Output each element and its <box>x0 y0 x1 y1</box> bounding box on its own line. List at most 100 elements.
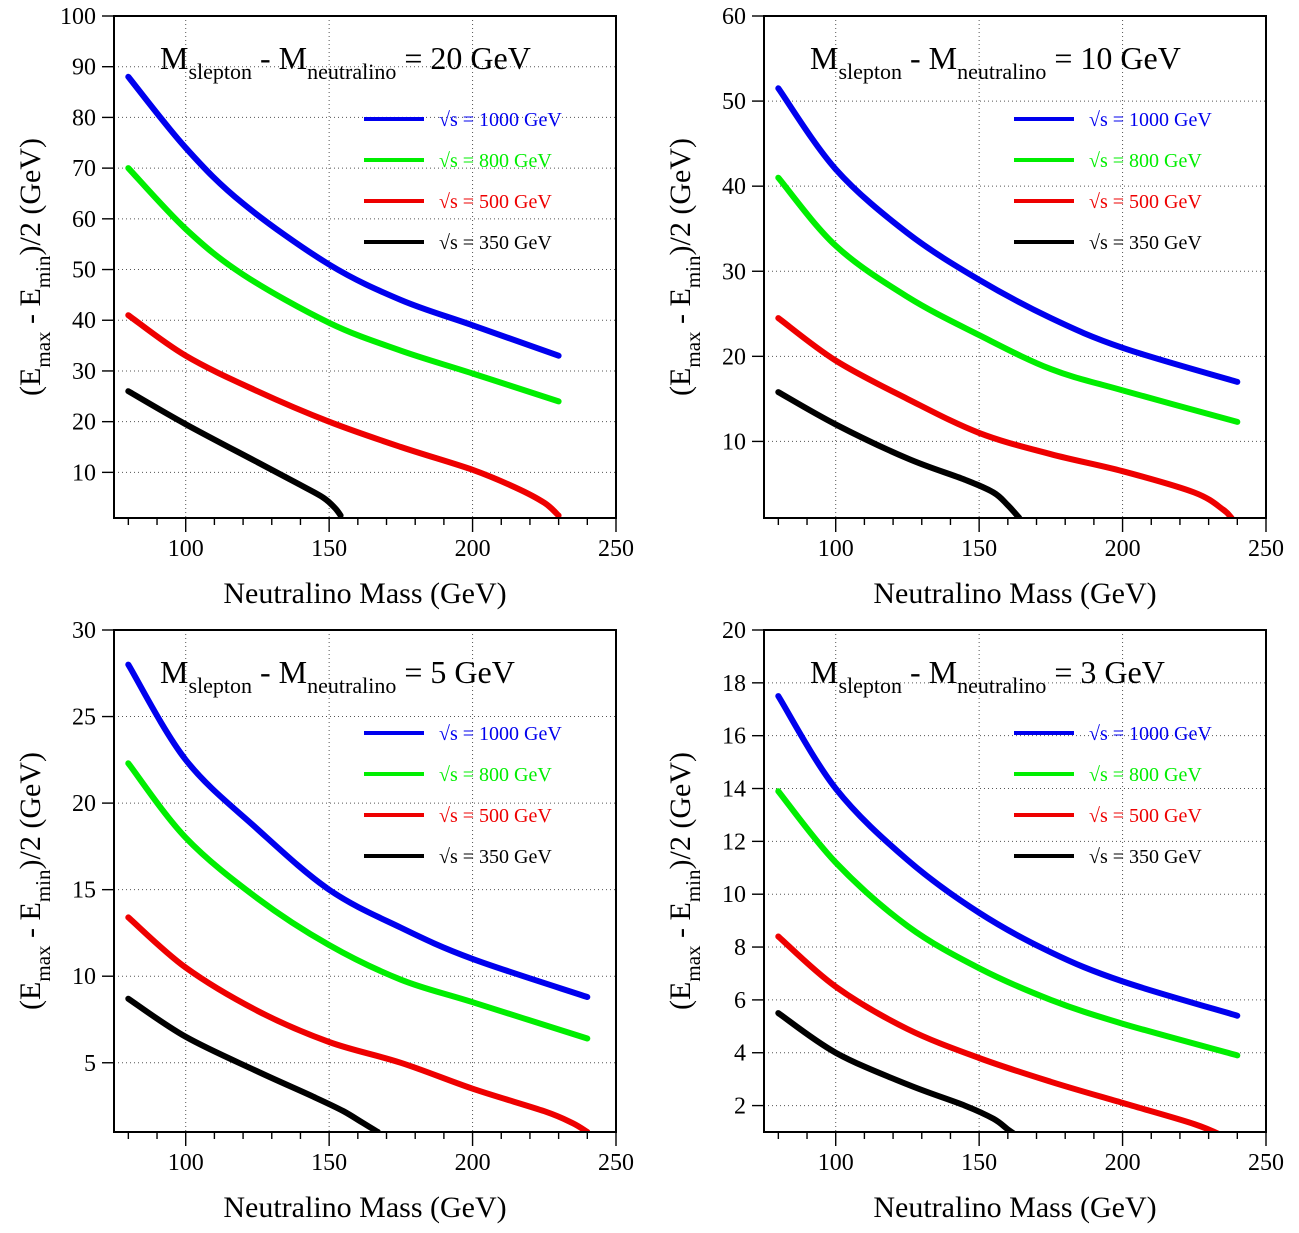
y-axis-label: (Emax - Emin)/2 (GeV) <box>14 138 55 396</box>
series-line-1 <box>775 788 1241 1059</box>
y-tick-label: 60 <box>72 207 96 233</box>
y-tick-label: 16 <box>722 724 746 750</box>
legend-label-1: √s = 800 GeV <box>1089 764 1202 786</box>
x-tick-label: 100 <box>818 536 854 562</box>
curves <box>125 73 562 518</box>
legend-label-2: √s = 500 GeV <box>1089 805 1202 827</box>
series-line-0 <box>125 73 562 359</box>
y-tick-label: 5 <box>84 1051 96 1077</box>
y-tick-label: 10 <box>722 882 746 908</box>
legend: √s = 1000 GeV √s = 800 GeV √s = 500 GeV √s … <box>364 109 562 254</box>
panel-title: Mslepton - Mneutralino = 5 GeV <box>160 654 515 698</box>
plot-frame <box>763 629 1267 1133</box>
chart-panel-top-left: 100 150 200 250 10 20 30 40 50 60 70 80 90 100 Mslepto… <box>0 0 650 614</box>
chart-panel-top-right: 100 150 200 250 10 20 30 40 50 60 Mslepton - Mneut… <box>650 0 1299 614</box>
y-tick-label: 10 <box>72 460 96 486</box>
grid-lines <box>114 16 616 518</box>
axis-ticks: 100 150 200 250 10 20 30 40 50 60 70 80 90 100 <box>60 4 634 562</box>
series-line-1 <box>125 165 562 405</box>
panel-title: Mslepton - Mneutralino = 3 GeV <box>810 654 1165 698</box>
y-tick-label: 20 <box>72 791 96 817</box>
y-tick-label: 6 <box>734 988 746 1014</box>
grid-lines <box>114 630 616 1132</box>
y-tick-label: 60 <box>722 4 746 30</box>
y-tick-label: 40 <box>72 308 96 334</box>
y-tick-label: 20 <box>722 618 746 644</box>
legend: √s = 1000 GeV √s = 800 GeV √s = 500 GeV √s … <box>364 723 562 868</box>
y-tick-label: 90 <box>72 55 96 81</box>
series-line-3 <box>125 995 381 1132</box>
series-line-3 <box>775 1010 1017 1132</box>
chart-panel-bottom-left: 100 150 200 250 5 10 15 20 25 30 Mslepton - Mneutr… <box>0 614 650 1228</box>
y-tick-label: 18 <box>722 671 746 697</box>
legend-label-2: √s = 500 GeV <box>1089 191 1202 213</box>
axis-ticks: 100 150 200 250 10 20 30 40 50 60 <box>722 4 1284 562</box>
y-tick-label: 10 <box>72 964 96 990</box>
legend-label-1: √s = 800 GeV <box>1089 150 1202 172</box>
y-tick-label: 70 <box>72 156 96 182</box>
chart-svg-top-left: 100 150 200 250 10 20 30 40 50 60 70 80 90 100 Mslepto… <box>14 4 634 610</box>
x-tick-label: 200 <box>1105 536 1141 562</box>
x-axis-label: Neutralino Mass (GeV) <box>223 577 506 610</box>
y-tick-label: 15 <box>72 878 96 904</box>
y-tick-label: 12 <box>722 829 746 855</box>
y-tick-label: 80 <box>72 105 96 131</box>
chart-svg-bottom-left: 100 150 200 250 5 10 15 20 25 30 Mslepton - Mneutr… <box>14 618 634 1224</box>
series-line-2 <box>125 312 562 518</box>
x-tick-label: 150 <box>961 1150 997 1176</box>
curves <box>775 85 1241 518</box>
x-tick-label: 200 <box>1105 1150 1141 1176</box>
legend-label-3: √s = 350 GeV <box>1089 232 1202 254</box>
legend-label-0: √s = 1000 GeV <box>1089 109 1212 131</box>
axis-ticks: 100 150 200 250 2 4 6 8 10 12 14 16 18 20 <box>722 618 1284 1176</box>
y-tick-label: 20 <box>72 410 96 436</box>
x-tick-label: 100 <box>818 1150 854 1176</box>
plot-frame <box>113 629 617 1133</box>
y-tick-label: 4 <box>734 1041 746 1067</box>
y-tick-label: 8 <box>734 935 746 961</box>
series-line-3 <box>775 389 1023 518</box>
y-tick-label: 10 <box>722 429 746 455</box>
x-axis-label: Neutralino Mass (GeV) <box>873 577 1156 610</box>
series-line-1 <box>125 760 591 1042</box>
legend: √s = 1000 GeV √s = 800 GeV √s = 500 GeV √s … <box>1014 109 1212 254</box>
legend-label-3: √s = 350 GeV <box>1089 846 1202 868</box>
y-tick-label: 40 <box>722 174 746 200</box>
x-tick-label: 100 <box>168 536 204 562</box>
x-tick-label: 200 <box>455 536 491 562</box>
series-line-2 <box>775 933 1222 1132</box>
series-line-1 <box>775 174 1241 425</box>
y-tick-label: 100 <box>60 4 96 30</box>
x-axis-label: Neutralino Mass (GeV) <box>223 1191 506 1224</box>
panel-title: Mslepton - Mneutralino = 20 GeV <box>160 40 531 84</box>
legend-label-0: √s = 1000 GeV <box>1089 723 1212 745</box>
legend-label-3: √s = 350 GeV <box>439 232 552 254</box>
y-tick-label: 25 <box>72 705 96 731</box>
chart-svg-top-right: 100 150 200 250 10 20 30 40 50 60 Mslepton - Mneut… <box>664 4 1284 610</box>
x-tick-label: 150 <box>311 536 347 562</box>
series-line-0 <box>775 693 1241 1019</box>
legend-label-1: √s = 800 GeV <box>439 150 552 172</box>
legend: √s = 1000 GeV √s = 800 GeV √s = 500 GeV √s … <box>1014 723 1212 868</box>
y-tick-label: 50 <box>722 89 746 115</box>
x-tick-label: 250 <box>1248 536 1284 562</box>
y-axis-label: (Emax - Emin)/2 (GeV) <box>664 138 705 396</box>
plot-frame <box>113 15 617 519</box>
x-tick-label: 200 <box>455 1150 491 1176</box>
x-tick-label: 250 <box>1248 1150 1284 1176</box>
chart-panel-bottom-right: 100 150 200 250 2 4 6 8 10 12 14 16 18 20 Mslepton - M… <box>650 614 1299 1228</box>
legend-label-0: √s = 1000 GeV <box>439 723 562 745</box>
legend-label-3: √s = 350 GeV <box>439 846 552 868</box>
y-tick-label: 30 <box>72 618 96 644</box>
x-tick-label: 100 <box>168 1150 204 1176</box>
curves <box>775 693 1241 1132</box>
series-line-3 <box>125 388 344 518</box>
series-line-2 <box>125 914 591 1132</box>
series-line-0 <box>125 661 591 1000</box>
panel-title: Mslepton - Mneutralino = 10 GeV <box>810 40 1181 84</box>
x-tick-label: 250 <box>598 536 634 562</box>
y-tick-label: 14 <box>722 777 746 803</box>
y-axis-label: (Emax - Emin)/2 (GeV) <box>14 752 55 1010</box>
series-line-0 <box>775 85 1241 385</box>
legend-label-2: √s = 500 GeV <box>439 805 552 827</box>
